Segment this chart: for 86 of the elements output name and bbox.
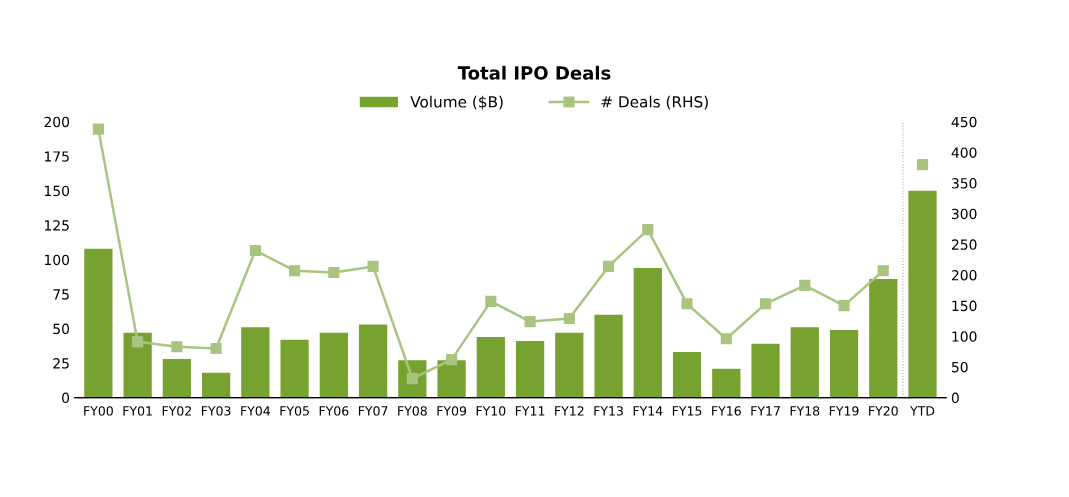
bar (84, 248, 113, 398)
bar (437, 360, 466, 398)
point (210, 343, 222, 355)
y2-tick-label: 350 (951, 178, 977, 189)
point (916, 159, 929, 171)
x-tick-label: FY10 (476, 406, 506, 416)
y2-tick-label: 200 (951, 269, 977, 281)
y-tick-label: 175 (44, 151, 69, 162)
bar (712, 368, 741, 398)
bar (829, 330, 859, 398)
point (563, 312, 575, 325)
y2-tick-label: 450 (951, 116, 977, 128)
x-tick-label: FY04 (241, 406, 271, 416)
point (838, 300, 850, 312)
y-tick-label: 150 (44, 185, 70, 197)
bar (319, 332, 348, 398)
point (171, 341, 183, 353)
bar (790, 327, 819, 398)
bar (594, 314, 623, 398)
y2-tick-label: 50 (952, 361, 968, 373)
x-tick-label: FY19 (829, 406, 859, 416)
bar (515, 341, 545, 398)
bar (123, 332, 152, 398)
x-tick-label: FY15 (672, 406, 702, 416)
bar (358, 324, 388, 398)
y2-tick-label: 250 (951, 239, 977, 250)
point (877, 265, 889, 277)
x-tick-label: FY00 (84, 406, 113, 416)
point (92, 123, 104, 135)
x-tick-label: YTD (910, 406, 935, 416)
y2-tick-label: 100 (952, 331, 977, 342)
point (249, 244, 261, 257)
y-tick-label: 100 (44, 254, 70, 266)
y-tick-label: 200 (44, 116, 70, 128)
legend-label: # Deals (RHS) (601, 95, 708, 110)
x-tick-label: FY18 (790, 406, 820, 416)
point (446, 354, 458, 366)
x-tick-label: FY16 (712, 406, 741, 416)
x-tick-label: FY13 (594, 406, 623, 416)
x-tick-label: FY05 (280, 406, 309, 416)
point (759, 298, 772, 310)
bar (162, 358, 191, 398)
bar (869, 278, 898, 398)
bar (280, 339, 309, 398)
x-tick-label: FY09 (437, 406, 467, 416)
y2-tick-label: 150 (952, 300, 977, 312)
x-tick-label: FY02 (162, 406, 191, 416)
x-tick-label: FY14 (633, 406, 663, 416)
x-tick-label: FY07 (358, 406, 388, 416)
bar (476, 336, 505, 398)
bar (201, 372, 231, 398)
y-tick-label: 0 (62, 392, 70, 404)
point (328, 266, 340, 279)
point (367, 260, 379, 272)
x-tick-label: FY20 (869, 406, 898, 416)
point (681, 298, 693, 310)
y2-tick-label: 0 (951, 392, 959, 404)
x-tick-label: FY01 (123, 406, 152, 416)
point (132, 336, 144, 348)
point (642, 224, 654, 236)
x-tick-label: FY06 (319, 406, 349, 416)
x-tick-label: FY11 (515, 406, 545, 416)
bar (555, 332, 584, 398)
x-tick-label: FY17 (751, 406, 780, 416)
point (485, 295, 497, 307)
bar (908, 190, 937, 398)
y-tick-label: 125 (44, 220, 69, 231)
point (603, 260, 615, 272)
point (799, 279, 811, 291)
y2-tick-label: 400 (951, 147, 977, 158)
x-tick-label: FY12 (555, 406, 584, 416)
x-tick-label: FY03 (201, 406, 231, 416)
x-tick-label: FY08 (398, 406, 427, 416)
point (289, 265, 301, 277)
y-tick-label: 25 (53, 358, 69, 369)
point (524, 316, 536, 328)
bar (751, 343, 780, 398)
bar (672, 352, 702, 398)
y-tick-label: 50 (53, 323, 70, 335)
bar (633, 267, 662, 398)
legend-label: Volume ($B) (410, 95, 503, 110)
chart-title: Total IPO Deals (457, 65, 611, 80)
y2-tick-label: 300 (951, 208, 977, 220)
point (720, 333, 732, 345)
bar (241, 327, 270, 398)
y-tick-label: 75 (53, 289, 69, 300)
